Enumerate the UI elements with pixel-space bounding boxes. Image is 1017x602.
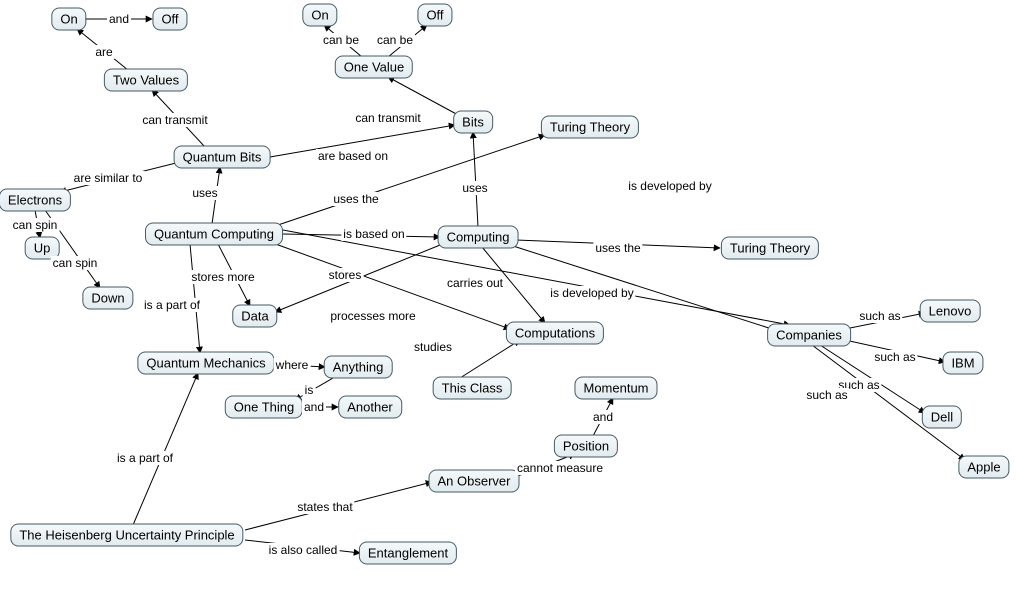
node-bits: Bits (453, 111, 493, 134)
node-companies: Companies (767, 324, 851, 347)
node-off2: Off (417, 4, 452, 27)
node-momentum: Momentum (574, 377, 657, 400)
node-another: Another (338, 396, 402, 419)
edge-label-computing-bits: uses (460, 181, 489, 195)
edge-label-companies-apple: such as (804, 388, 849, 402)
edge-label-quantum_comp-data: stores more (189, 270, 256, 284)
edge-label-quantum_comp-quantum_mech: is a part of (142, 298, 202, 312)
node-one_value: One Value (335, 56, 413, 79)
edge-label-quantum_bits-bits: are based on (316, 149, 390, 163)
node-dell: Dell (922, 406, 962, 429)
edge-label-electrons-up: can spin (11, 218, 60, 232)
node-on1: On (51, 8, 86, 31)
edge-label-this_class-computations: studies (412, 340, 454, 354)
edge-label-quantum_bits-electrons: are similar to (72, 171, 145, 185)
edge-label-quantum_mech-anything: where (274, 358, 311, 372)
edge-label-computing-computations: carries out (445, 276, 505, 290)
edge-label-on1-off1: and (107, 12, 131, 26)
edge-label-companies-lenovo: such as (857, 309, 902, 323)
edge-label-one_value-on2: can be (321, 33, 361, 47)
edge-label-quantum_comp-turing1: uses the (331, 192, 380, 206)
edge-label-one_thing-another: and (302, 400, 326, 414)
concept-map-canvas: On Off On Off Two Values One Value Bits Turing … (0, 0, 1017, 602)
node-lenovo: Lenovo (920, 300, 981, 323)
node-turing2: Turing Theory (721, 237, 819, 260)
node-entanglement: Entanglement (359, 542, 457, 565)
node-on2: On (302, 4, 337, 27)
edge-label-electrons-down: can spin (51, 256, 100, 270)
node-this_class: This Class (433, 377, 512, 400)
node-one_thing: One Thing (225, 396, 303, 419)
edge-label-computing-turing2: uses the (593, 241, 642, 255)
node-computing: Computing (438, 226, 519, 249)
edge-label-quantum_comp-computing: is based on (341, 227, 406, 241)
edge-label-position-momentum: and (591, 410, 615, 424)
node-anything: Anything (324, 356, 393, 379)
node-data: Data (232, 305, 277, 328)
edge-label-bits-one_value: can transmit (353, 111, 422, 125)
node-down: Down (82, 287, 133, 310)
edge-label-companies-ibm: such as (872, 350, 917, 364)
node-observer: An Observer (429, 470, 520, 493)
node-heisenberg: The Heisenberg Uncertainty Principle (10, 524, 243, 547)
edge-label-quantum_comp-computations: processes more (328, 309, 417, 323)
node-electrons: Electrons (0, 189, 71, 212)
edge-label-anything-one_thing: is (303, 383, 316, 397)
edge-label-computing-companies: is developed by (548, 286, 635, 300)
node-quantum_bits: Quantum Bits (174, 146, 271, 169)
edge-label-quantum_bits-two_values: can transmit (140, 113, 209, 127)
node-apple: Apple (958, 456, 1009, 479)
node-off1: Off (152, 8, 187, 31)
edge-label-heisenberg-entanglement: is also called (267, 543, 340, 557)
edge-label-quantum_comp-quantum_bits: uses (190, 186, 219, 200)
edge-label-one_value-off2: can be (375, 33, 415, 47)
edge-label-quantum_comp-companies: is developed by (626, 179, 713, 193)
edge-label-two_values-on1: are (93, 45, 114, 59)
node-quantum_mech: Quantum Mechanics (137, 352, 274, 375)
edge-label-heisenberg-observer: states that (295, 500, 354, 514)
node-computations: Computations (506, 322, 604, 345)
node-position: Position (554, 435, 618, 458)
node-turing1: Turing Theory (541, 116, 639, 139)
edge-label-computing-data: stores (327, 268, 364, 282)
node-quantum_comp: Quantum Computing (145, 223, 283, 246)
edge-label-heisenberg-quantum_mech: is a part of (115, 451, 175, 465)
edge-label-observer-position: cannot measure (515, 461, 605, 475)
node-two_values: Two Values (104, 69, 188, 92)
node-ibm: IBM (942, 352, 983, 375)
